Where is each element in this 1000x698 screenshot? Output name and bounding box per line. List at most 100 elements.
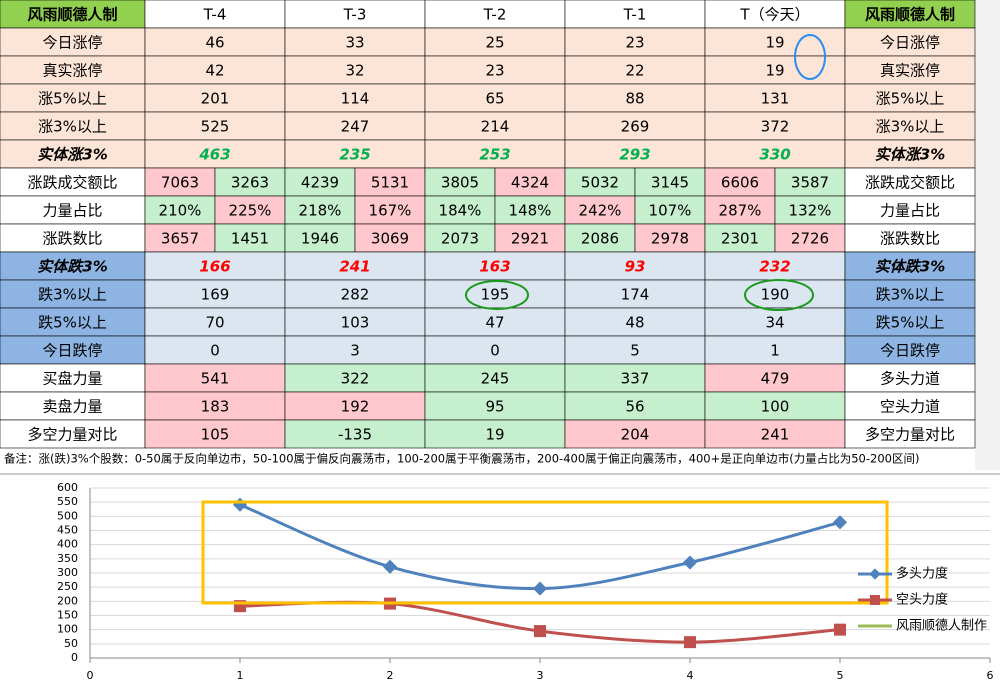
y-tick-label: 250: [57, 580, 78, 593]
legend-label: 风雨顺德人制作: [896, 619, 987, 634]
cell: [284, 167, 356, 197]
y-tick-label: 100: [57, 623, 78, 636]
highlight-circle: [794, 34, 826, 80]
cell-text: 210%: [159, 202, 202, 220]
cell: [424, 195, 496, 225]
cell-text: 247: [341, 118, 370, 136]
cell-text: 19: [485, 426, 504, 444]
cell: [704, 223, 776, 253]
cell: [564, 251, 706, 281]
cell-text: 涨跌成交额比: [865, 174, 955, 192]
cell-text: 372: [761, 118, 790, 136]
cell: [144, 391, 286, 421]
cell: [424, 307, 566, 337]
cell-text: 3263: [231, 174, 269, 192]
cell: [564, 391, 706, 421]
cell-text: 5032: [581, 174, 619, 192]
cell-text: 42: [205, 62, 224, 80]
cell-text: 力量占比: [42, 202, 102, 220]
cell: [704, 111, 846, 141]
cell-text: 1946: [301, 230, 339, 248]
legend-marker: [869, 568, 881, 580]
cell-text: 241: [339, 258, 370, 276]
cell-text: 190: [761, 286, 790, 304]
cell-text: 实体跌3%: [37, 258, 107, 276]
cell-text: 330: [759, 146, 790, 164]
cell: [844, 391, 976, 421]
cell-text: 192: [341, 398, 370, 416]
cell: [704, 251, 846, 281]
cell: [284, 195, 356, 225]
cell-text: 25: [485, 34, 504, 52]
cell-text: 0: [210, 342, 220, 360]
cell-text: 实体跌3%: [875, 258, 945, 276]
highlight-box: [201, 500, 889, 605]
y-tick-label: 150: [57, 609, 78, 622]
cell: [704, 307, 846, 337]
cell: [774, 167, 846, 197]
x-tick-label: 5: [837, 669, 844, 682]
cell-text: 3145: [651, 174, 689, 192]
cell: [844, 111, 976, 141]
cell-text: 34: [765, 314, 784, 332]
series-line: [239, 503, 841, 591]
cell-text: T（今天）: [739, 6, 809, 24]
cell: [214, 195, 286, 225]
cell: [284, 391, 426, 421]
cell-text: 269: [621, 118, 650, 136]
cell-text: 23: [485, 62, 504, 80]
cell: [0, 391, 146, 421]
y-tick-label: 400: [57, 538, 78, 551]
cell-text: 48: [625, 314, 644, 332]
cell: [844, 363, 976, 393]
cell: [144, 83, 286, 113]
cell-text: 245: [481, 370, 510, 388]
cell-text: 169: [201, 286, 230, 304]
sheet-bg: [975, 0, 1000, 470]
y-tick-label: 0: [71, 651, 78, 664]
cell: [0, 83, 146, 113]
cell: [424, 223, 496, 253]
cell-text: 涨跌数比: [42, 230, 102, 248]
y-tick-label: 350: [57, 552, 78, 565]
cell-text: 93: [625, 258, 646, 276]
cell-text: 174: [621, 286, 650, 304]
cell-text: 225%: [229, 202, 272, 220]
cell-text: 131: [761, 90, 790, 108]
y-tick-label: 550: [57, 495, 78, 508]
cell: [0, 307, 146, 337]
cell-text: 0: [490, 342, 500, 360]
cell-text: 真实涨停: [880, 62, 940, 80]
cell-text: 195: [481, 286, 510, 304]
cell-text: 2073: [441, 230, 479, 248]
cell-text: 214: [481, 118, 510, 136]
cell-text: 19: [765, 62, 784, 80]
y-tick-label: 300: [57, 566, 78, 579]
cell: [844, 419, 976, 449]
cell-text: 涨5%以上: [876, 90, 945, 108]
cell: [564, 139, 706, 169]
cell: [844, 167, 976, 197]
cell: [564, 83, 706, 113]
cell: [844, 251, 976, 281]
cell: [144, 223, 216, 253]
cell-text: T-2: [483, 6, 507, 24]
cell-text: 3: [350, 342, 360, 360]
cell-text: 4239: [301, 174, 339, 192]
x-tick-label: 6: [987, 669, 994, 682]
cell-text: 真实涨停: [42, 62, 102, 80]
cell-text: 2301: [721, 230, 759, 248]
cell: [284, 279, 426, 309]
cell-text: 3587: [791, 174, 829, 192]
cell-text: 6606: [721, 174, 759, 192]
marker: [682, 555, 698, 570]
x-tick-label: 3: [537, 669, 544, 682]
cell: [0, 55, 146, 85]
cell: [704, 391, 846, 421]
cell-text: 3657: [161, 230, 199, 248]
cell-text: 287%: [719, 202, 762, 220]
cell-text: 多空力量对比: [865, 426, 955, 444]
cell: [144, 251, 286, 281]
cell-text: 163: [479, 258, 510, 276]
